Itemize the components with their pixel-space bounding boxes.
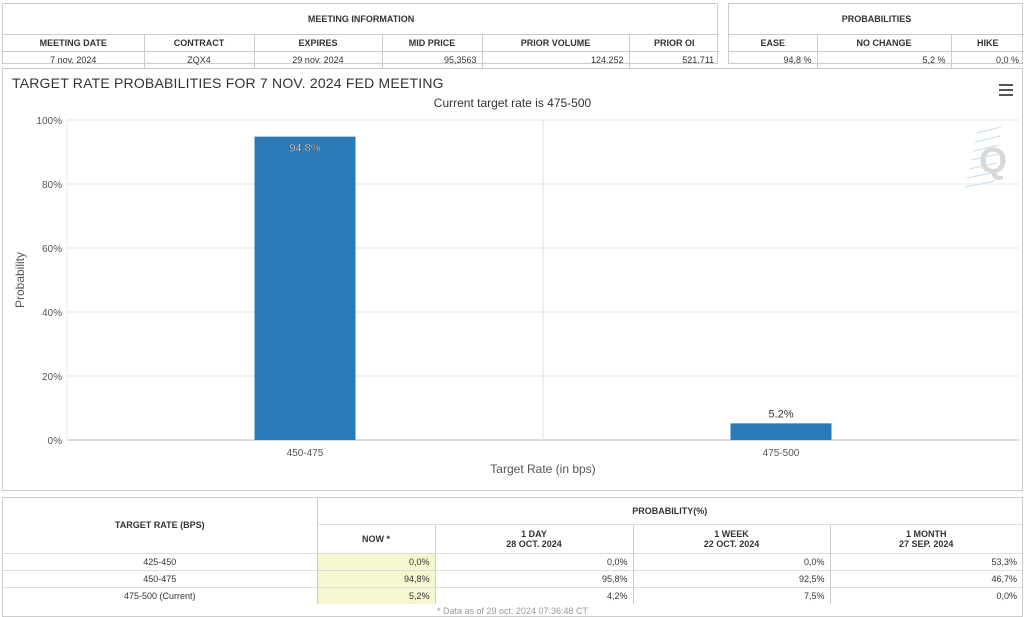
table-row: 425-450 0,0% 0,0% 0,0% 53,3% [3,552,1022,570]
col-now: NOW * [316,523,435,553]
col-contract: CONTRACT [143,33,254,51]
y-tick-label: 20% [42,372,62,383]
bar-chart: 0% 20% 40% 60% 80% 100% 450-475 94.8% 475-500 5.2… [13,116,1019,476]
one-month-cell: 53,3% [829,552,1022,570]
y-tick-label: 100% [36,116,62,127]
y-tick-label: 60% [42,244,62,255]
Q-logo-icon: Q [964,126,1007,188]
col-meeting-date: MEETING DATE [3,33,144,51]
col-1-month-label: 1 MONTH [906,528,947,539]
one-month-cell: 46,7% [829,569,1022,587]
one-month-cell: 0,0% [829,586,1022,604]
one-day-cell: 0,0% [434,552,633,570]
now-cell: 0,0% [316,552,435,570]
expires-value: 29 nov. 2024 [253,50,382,68]
one-week-cell: 92,5% [632,569,830,587]
y-tick-label: 40% [42,308,62,319]
bar [730,423,832,440]
probabilities-panel: PROBABILITIES EASE NO CHANGE HIKE 94,8 %… [728,3,1024,68]
col-hike: HIKE [950,33,1024,51]
meeting-information-header: MEETING INFORMATION [307,13,415,24]
one-day-cell: 95,8% [434,569,633,587]
svg-text:Q: Q [979,140,1007,181]
chart-title: TARGET RATE PROBABILITIES FOR 7 NOV. 202… [12,75,444,91]
one-day-cell: 4,2% [434,586,633,604]
chart-panel: 0% 20% 40% 60% 80% 100% 450-475 94.8% 475-500 5.2… [2,68,1023,491]
col-no-change: NO CHANGE [816,33,951,51]
meeting-information-table: MEETING INFORMATION MEETING DATE CONTRAC… [3,4,720,68]
prior-oi-value: 521.711 [628,50,720,68]
x-tick-label: 475-500 [763,448,800,459]
x-tick-label: 450-475 [287,448,324,459]
col-1-day-date: 28 OCT. 2024 [506,538,562,549]
no-change-value: 5,2 % [816,50,951,68]
contract-value: ZQX4 [143,50,254,68]
footnote: * Data as of 29 oct. 2024 07:36:48 CT [436,606,589,616]
probabilities-table: PROBABILITIES EASE NO CHANGE HIKE 94,8 %… [729,4,1024,68]
now-cell: 94,8% [316,569,435,587]
hamburger-menu-icon[interactable] [999,84,1013,96]
col-expires: EXPIRES [253,33,382,51]
y-tick-label: 80% [42,180,62,191]
chart-subtitle: Current target rate is 475-500 [433,96,592,110]
y-tick-label: 0% [48,436,63,447]
bar [254,136,356,440]
table-row: 475-500 (Current) 5,2% 4,2% 7,5% 0,0% [3,586,1022,604]
data-label: 94.8% [289,143,320,155]
col-1-month: 1 MONTH 27 SEP. 2024 [829,523,1022,553]
target-rate-header: TARGET RATE (BPS) [114,520,205,531]
col-1-day: 1 DAY 28 OCT. 2024 [434,523,633,553]
col-1-week-label: 1 WEEK [714,528,749,539]
prior-volume-value: 124.252 [481,50,629,68]
rate-cell: 475-500 (Current) [3,586,317,604]
hike-value: 0,0 % [950,50,1024,68]
mid-price-value: 95,3563 [381,50,482,68]
x-axis-title: Target Rate (in bps) [490,462,595,476]
one-week-cell: 7,5% [632,586,830,604]
col-1-month-date: 27 SEP. 2024 [899,538,954,549]
probability-group-header: PROBABILITY(%) [316,498,1022,524]
probability-table: TARGET RATE (BPS) PROBABILITY(%) NOW * 1… [3,498,1022,604]
rate-cell: 450-475 [3,569,317,587]
now-cell: 5,2% [316,586,435,604]
probabilities-header: PROBABILITIES [841,13,912,24]
col-ease: EASE [729,33,817,51]
ease-value: 94,8 % [729,50,817,68]
one-week-cell: 0,0% [632,552,830,570]
col-1-week-date: 22 OCT. 2024 [703,538,760,549]
data-label: 5.2% [768,408,793,420]
col-prior-volume: PRIOR VOLUME [481,33,629,51]
probability-table-panel: TARGET RATE (BPS) PROBABILITY(%) NOW * 1… [2,497,1023,617]
col-1-day-label: 1 DAY [521,528,547,539]
col-mid-price: MID PRICE [381,33,482,51]
col-1-week: 1 WEEK 22 OCT. 2024 [632,523,830,553]
col-prior-oi: PRIOR OI [628,33,720,51]
table-row: 450-475 94,8% 95,8% 92,5% 46,7% [3,569,1022,587]
meeting-date-value: 7 nov. 2024 [3,50,144,68]
rate-cell: 425-450 [3,552,317,570]
meeting-information-panel: MEETING INFORMATION MEETING DATE CONTRAC… [2,3,720,68]
y-axis-title: Probability [13,252,27,308]
